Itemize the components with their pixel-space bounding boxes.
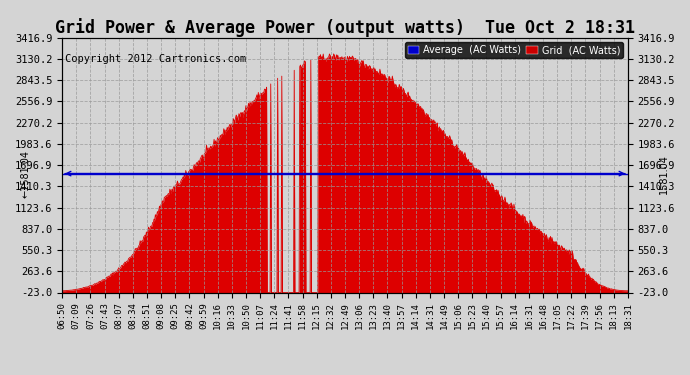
Text: ←1581.04: ←1581.04 bbox=[21, 150, 31, 198]
Title: Grid Power & Average Power (output watts)  Tue Oct 2 18:31: Grid Power & Average Power (output watts… bbox=[55, 18, 635, 38]
Text: 1581.04: 1581.04 bbox=[659, 154, 669, 194]
Legend: Average  (AC Watts), Grid  (AC Watts): Average (AC Watts), Grid (AC Watts) bbox=[405, 42, 623, 58]
Text: Copyright 2012 Cartronics.com: Copyright 2012 Cartronics.com bbox=[65, 54, 246, 64]
